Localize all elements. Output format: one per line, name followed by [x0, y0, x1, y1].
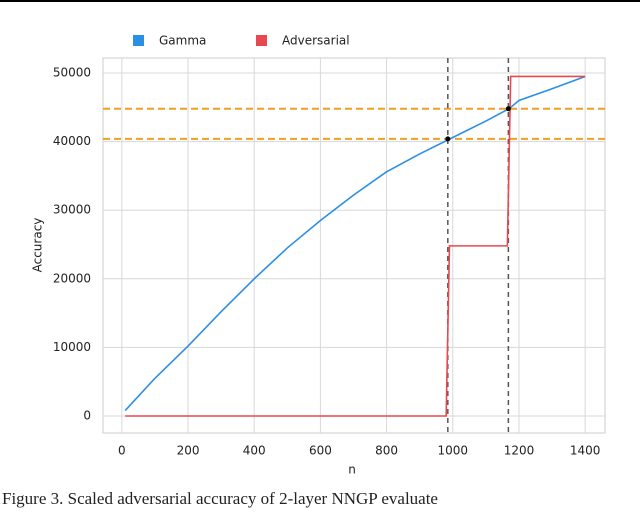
series-line — [124, 75, 586, 412]
x-tick-label: 600 — [309, 444, 332, 458]
x-tick-label: 1400 — [570, 444, 601, 458]
series-line — [125, 75, 586, 417]
x-tick-label: 1000 — [438, 444, 469, 458]
x-tick-label: 0 — [118, 444, 126, 458]
intersection-point — [505, 106, 511, 112]
y-tick-label: 10000 — [53, 340, 91, 354]
x-tick-label: 1200 — [504, 444, 535, 458]
plot-frame — [102, 57, 606, 434]
x-tick-label: 200 — [177, 444, 200, 458]
x-tick-label: 400 — [243, 444, 266, 458]
y-tick-label: 20000 — [53, 271, 91, 285]
x-tick-label: 800 — [375, 444, 398, 458]
legend-label: Gamma — [159, 34, 206, 48]
x-axis-label: n — [348, 463, 356, 477]
caption: Figure 3. Scaled adversarial accuracy of… — [2, 489, 438, 508]
y-tick-label: 30000 — [53, 203, 91, 217]
y-axis-label: Accuracy — [31, 218, 45, 273]
intersection-point — [445, 136, 451, 142]
y-tick-label: 50000 — [53, 66, 91, 80]
legend-swatch — [256, 35, 267, 46]
legend-label: Adversarial — [282, 34, 350, 48]
y-tick-label: 40000 — [53, 134, 91, 148]
legend-swatch — [133, 35, 144, 46]
y-tick-label: 0 — [83, 408, 91, 422]
